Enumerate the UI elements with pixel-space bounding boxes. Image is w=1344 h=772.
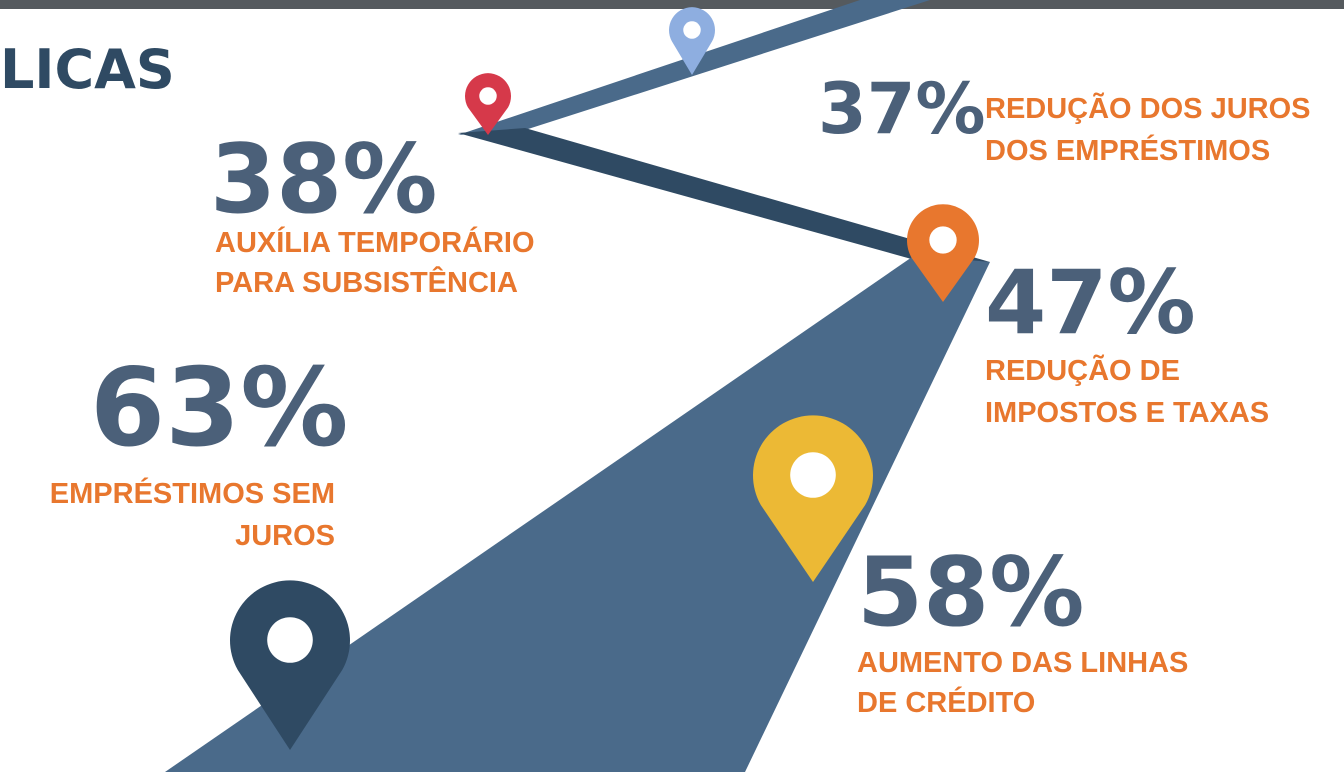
stat-value: 37% [818, 68, 986, 150]
stat-label: DE CRÉDITO [857, 685, 1035, 719]
stat-label: REDUÇÃO DE [985, 353, 1180, 387]
stat-value: 58% [857, 538, 1084, 648]
stat-label: AUMENTO DAS LINHAS [857, 647, 1188, 679]
stat-label: REDUÇÃO DOS JUROS [985, 91, 1311, 125]
map-pin [230, 580, 351, 750]
road-middle [458, 128, 990, 262]
pin-hole [790, 452, 836, 498]
stat-value: 38% [210, 125, 437, 235]
map-pin [753, 415, 874, 582]
pin-hole [683, 21, 701, 39]
stat-label: EMPRÉSTIMOS SEM [50, 476, 335, 510]
stat-label: AUXÍLIA TEMPORÁRIO [215, 225, 535, 259]
pin-hole [267, 617, 313, 663]
title: LICAS [0, 38, 175, 101]
stat-value: 63% [90, 346, 349, 471]
road-lower [165, 255, 990, 772]
map-pin [669, 7, 716, 75]
pin-hole [929, 226, 957, 254]
photo-strip [0, 0, 1344, 9]
stat-label: DOS EMPRÉSTIMOS [985, 133, 1270, 167]
stat-label: JUROS [235, 520, 335, 552]
pin-hole [479, 87, 497, 105]
stat-label: PARA SUBSISTÊNCIA [215, 265, 518, 299]
stat-value: 47% [985, 251, 1196, 354]
stat-label: IMPOSTOS E TAXAS [985, 397, 1269, 429]
